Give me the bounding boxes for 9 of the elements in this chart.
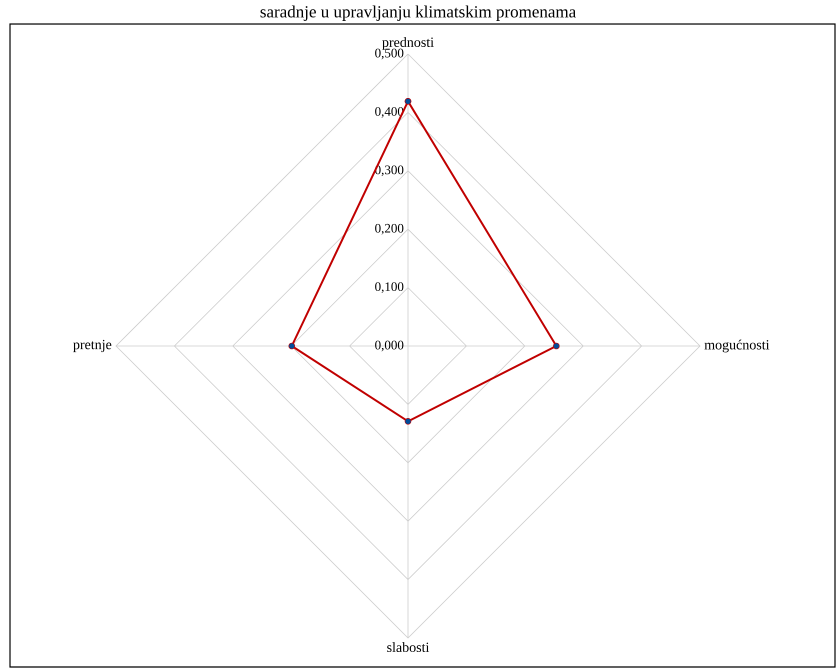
spoke-label: slabosti: [387, 642, 430, 652]
chart-title: saradnje u upravljanju klimatskim promenama: [260, 6, 576, 21]
y-tick-label: 0,500: [375, 48, 404, 60]
y-tick-label: 0,200: [375, 224, 404, 235]
y-tick-label: 0,000: [375, 340, 404, 352]
y-tick-label: 0,100: [375, 282, 404, 293]
spoke-label: pretnje: [73, 340, 112, 352]
spoke-label: prednosti: [382, 37, 434, 50]
spoke-label: mogućnosti: [704, 340, 770, 352]
